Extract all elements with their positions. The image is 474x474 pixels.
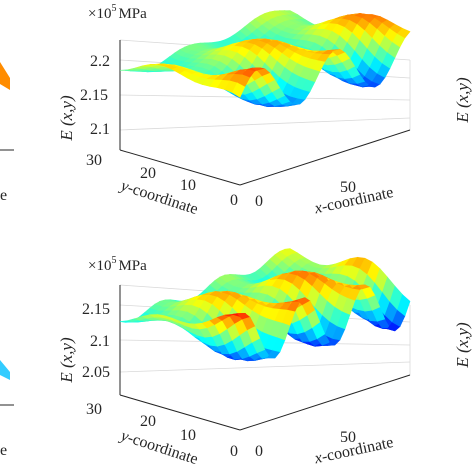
- bottom-z-tick: 2.1: [90, 333, 110, 350]
- top-y-tick: 30: [86, 152, 102, 169]
- right-bottom-fragment: E (x,y): [453, 322, 472, 369]
- right-bottom-fragment-text: E (x,y): [453, 322, 472, 369]
- bottom-z-tick: 2.05: [82, 364, 110, 381]
- bottom-y-tick: 20: [140, 413, 156, 430]
- top-y-tick: 10: [180, 177, 196, 194]
- top-x-tick: 0: [255, 193, 263, 210]
- surface-cell: [397, 27, 411, 39]
- top-x-tick: 50: [340, 179, 356, 196]
- top-chart: ×105 MPa E (x,y) 2.2 2.15 2.1 30 20 10 0 …: [57, 3, 411, 218]
- top-z-tick: 2.15: [80, 87, 108, 104]
- top-y-tick: 20: [140, 165, 156, 182]
- top-z-tick: 2.2: [90, 53, 110, 70]
- left-bottom-fragment-text: e: [0, 442, 7, 459]
- bottom-scale-label: ×105 MPa: [88, 255, 147, 274]
- bottom-x-tick: 0: [255, 443, 263, 460]
- bottom-z-tick: 2.15: [82, 301, 110, 318]
- top-z-tick: 2.1: [90, 121, 110, 138]
- bottom-y-tick: 30: [86, 401, 102, 418]
- bottom-y-tick: 10: [180, 427, 196, 444]
- bottom-y-tick: 0: [230, 443, 238, 460]
- surface-cell: [397, 294, 411, 317]
- bottom-surface: [119, 248, 411, 362]
- left-bottom-fragment: e: [0, 360, 14, 459]
- top-scale-label: ×105 MPa: [88, 3, 147, 22]
- bottom-chart: ×105 MPa E (x,y) 2.15 2.1 2.05 30 20 10 0…: [57, 248, 411, 468]
- top-surface: [119, 10, 411, 108]
- left-top-surface-sliver: [0, 62, 10, 90]
- bottom-x-tick: 50: [340, 429, 356, 446]
- top-y-tick: 0: [230, 192, 238, 209]
- left-top-fragment: e: [0, 62, 14, 204]
- top-z-axis-label: E (x,y): [57, 95, 76, 142]
- bottom-z-axis-label: E (x,y): [57, 337, 76, 384]
- right-top-fragment: E (x,y): [453, 77, 472, 124]
- right-top-fragment-text: E (x,y): [453, 77, 472, 124]
- left-bottom-surface-sliver: [0, 360, 10, 380]
- left-top-fragment-text: e: [0, 187, 7, 204]
